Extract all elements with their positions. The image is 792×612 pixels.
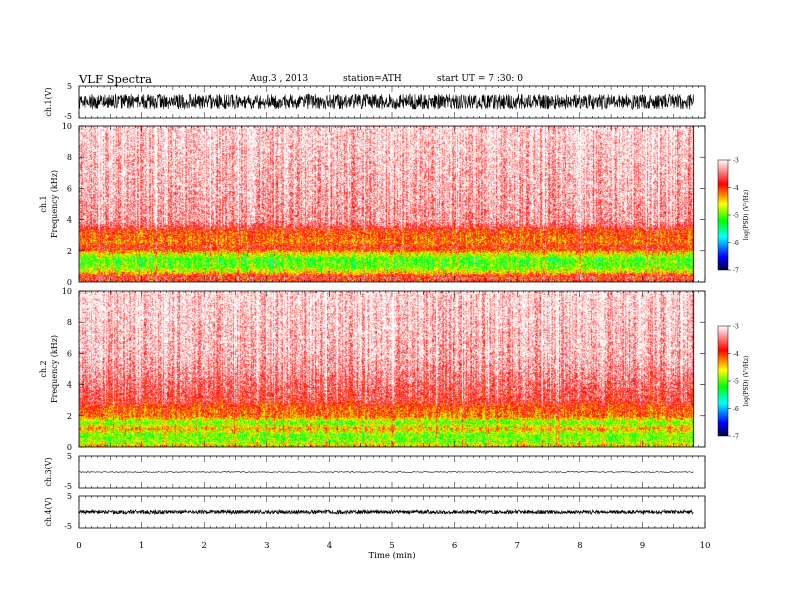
ch1-colorbar-ticks: -3 -4 -5 -6 -7 xyxy=(728,158,739,275)
colorbar-tick-label: -6 xyxy=(733,240,739,247)
time-axis-ticks xyxy=(78,86,706,528)
x-tick-label: 9 xyxy=(640,541,645,551)
spec-ytick-label: 8 xyxy=(67,153,72,162)
ch4-waveform-panel: 5 -5 ch.4(V) xyxy=(44,492,706,531)
spec-ytick-label: 6 xyxy=(67,184,72,193)
colorbar-tick-label: -4 xyxy=(733,185,739,192)
ch2-spec-ylabel-freq: Frequency (kHz) xyxy=(50,335,59,403)
ch3-ytick-top: 5 xyxy=(67,452,72,461)
ch1-spectrogram-yticks: 0 2 4 6 8 10 xyxy=(62,122,705,287)
x-tick-label: 1 xyxy=(139,541,144,551)
colorbar-tick-label: -3 xyxy=(733,324,739,331)
spec-ytick-label: 0 xyxy=(67,278,72,287)
colorbar-tick-label: -4 xyxy=(733,351,739,358)
ch3-ylabel: ch.3(V) xyxy=(44,457,53,486)
ch3-waveform-panel: 5 -5 ch.3(V) xyxy=(44,452,706,491)
time-axis-tick-labels: 0 1 2 3 4 5 6 7 8 9 10 xyxy=(76,541,710,551)
x-tick-label: 3 xyxy=(264,541,269,551)
colorbar-tick-label: -5 xyxy=(733,213,739,220)
spec-ytick-label: 10 xyxy=(62,287,72,296)
spec-ytick-label: 10 xyxy=(62,122,72,131)
ch1-ytick-top: 5 xyxy=(67,82,72,91)
spec-ytick-label: 6 xyxy=(67,349,72,358)
ch3-ytick-bottom: -5 xyxy=(64,482,72,491)
colorbar-tick-label: -3 xyxy=(733,158,739,165)
ch4-waveform-line xyxy=(78,508,694,516)
colorbar-tick-label: -6 xyxy=(733,406,739,413)
ch1-ylabel: ch.1(V) xyxy=(44,87,53,116)
spec-ytick-label: 2 xyxy=(67,247,72,256)
ch4-ylabel: ch.4(V) xyxy=(44,497,53,526)
start-ut-label: start UT = 7 :30: 0 xyxy=(437,74,523,84)
ch2-colorbar-ticks: -3 -4 -5 -6 -7 xyxy=(728,324,739,441)
colorbar-tick-label: -5 xyxy=(733,379,739,386)
ch2-spectrogram-heatmap xyxy=(79,291,705,447)
ch4-ytick-top: 5 xyxy=(67,492,72,501)
spec-ytick-label: 4 xyxy=(67,216,72,225)
ch2-colorbar xyxy=(717,325,729,437)
x-tick-label: 8 xyxy=(577,541,582,551)
ch1-spectrogram-heatmap xyxy=(79,126,705,282)
date-label: Aug.3 , 2013 xyxy=(250,74,309,84)
ch1-spec-ylabel-freq: Frequency (kHz) xyxy=(50,170,59,238)
ch4-ytick-bottom: -5 xyxy=(64,522,72,531)
x-tick-label: 2 xyxy=(201,541,206,551)
figure-title: VLF Spectra xyxy=(79,72,153,86)
ch1-waveform-panel: 5 -5 ch.1(V) xyxy=(44,82,706,121)
ch1-waveform-line xyxy=(78,93,694,111)
x-tick-label: 7 xyxy=(514,541,519,551)
ch2-colorbar-label: log(PSD) (V²/Hz) xyxy=(743,356,750,407)
x-axis-label: Time (min) xyxy=(368,550,415,561)
ch3-waveform-line xyxy=(78,471,694,473)
ch1-ytick-bottom: -5 xyxy=(64,112,72,121)
colorbar-tick-label: -7 xyxy=(733,434,739,441)
ch1-colorbar xyxy=(717,159,729,271)
x-tick-label: 0 xyxy=(76,541,81,551)
spec-ytick-label: 8 xyxy=(67,318,72,327)
spec-ytick-label: 0 xyxy=(67,443,72,452)
ch1-spec-ylabel-ch: ch.1 xyxy=(39,195,48,212)
x-tick-label: 6 xyxy=(452,541,457,551)
x-tick-label: 10 xyxy=(700,541,711,551)
station-label: station=ATH xyxy=(343,74,402,84)
spec-ytick-label: 4 xyxy=(67,381,72,390)
ch2-spec-ylabel-ch: ch.2 xyxy=(39,360,48,377)
ch2-spectrogram-yticks: 0 2 4 6 8 10 xyxy=(62,287,705,452)
colorbar-tick-label: -7 xyxy=(733,268,739,275)
ch1-colorbar-label: log(PSD) (V²/Hz) xyxy=(743,190,750,241)
x-tick-label: 4 xyxy=(327,541,332,551)
x-tick-label: 5 xyxy=(389,541,394,551)
spec-ytick-label: 2 xyxy=(67,412,72,421)
